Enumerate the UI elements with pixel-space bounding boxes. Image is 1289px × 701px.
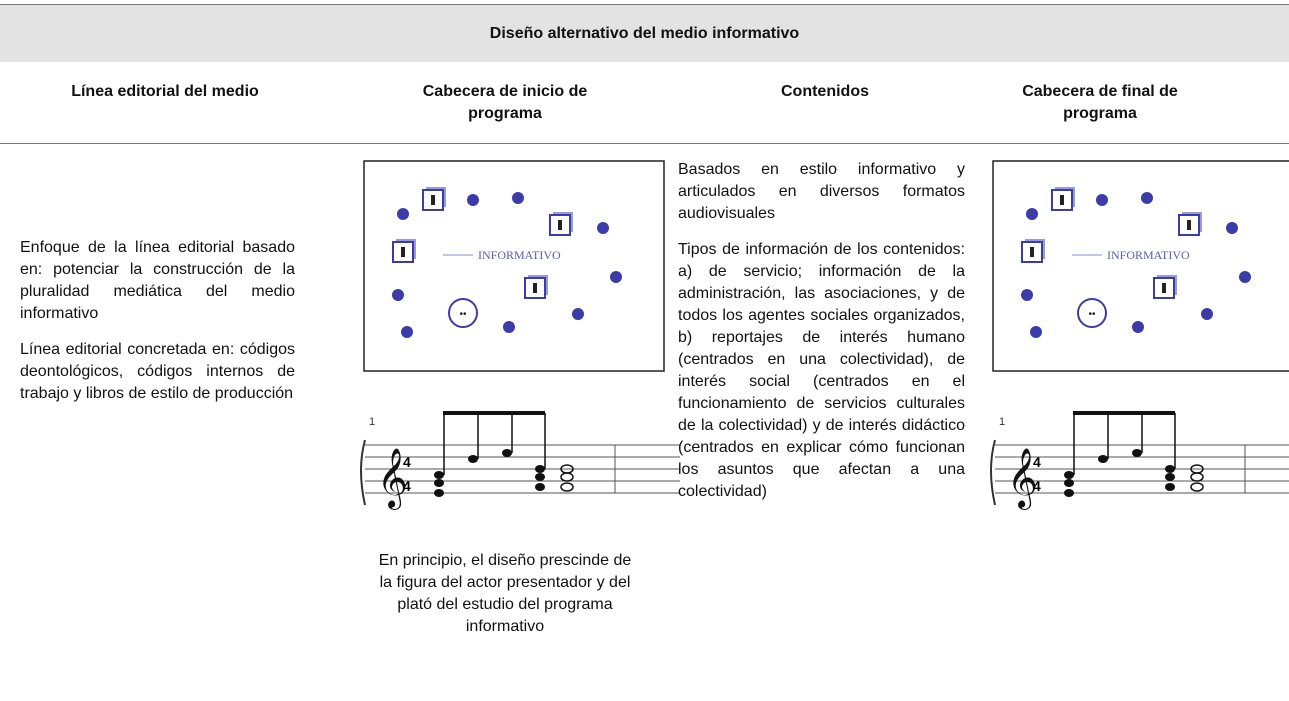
time-sig-bottom: 4 xyxy=(403,478,411,494)
icon-figure xyxy=(1162,283,1166,293)
half-note xyxy=(560,482,574,492)
logo-frame xyxy=(363,160,665,372)
icon-figure xyxy=(1187,220,1191,230)
paragraph: Enfoque de la línea editorial basado en:… xyxy=(20,239,295,322)
paragraph: Tipos de información de los contenidos: … xyxy=(678,241,965,500)
brace xyxy=(990,439,996,506)
time-sig-top: 4 xyxy=(403,454,411,470)
icon xyxy=(392,239,416,263)
note-head xyxy=(434,471,444,479)
icon xyxy=(422,187,446,211)
column-3: Basados en estilo informativo y articula… xyxy=(678,159,965,517)
paragraph: Línea editorial concretada en: códigos d… xyxy=(20,341,295,402)
center-icon xyxy=(448,298,478,328)
title-row: Diseño alternativo del medio informativo xyxy=(0,4,1289,62)
measure-number: 1 xyxy=(999,416,1005,428)
header-rule xyxy=(0,143,1289,144)
logo-text: INFORMATIVO xyxy=(478,248,561,262)
icon xyxy=(1178,212,1202,236)
dot xyxy=(401,326,413,338)
table-title: Diseño alternativo del medio informativo xyxy=(489,25,800,42)
icon xyxy=(1021,239,1045,263)
icon xyxy=(524,275,548,299)
dot xyxy=(397,208,409,220)
note-head xyxy=(1064,471,1074,479)
logo: •• INFORMATIVO xyxy=(363,160,665,372)
music-image: 1 𝄞 4 4 xyxy=(985,405,1289,530)
clef: 𝄞 xyxy=(1007,448,1038,510)
logo-image: •• INFORMATIVO xyxy=(363,160,665,377)
dot xyxy=(512,192,524,204)
dot xyxy=(503,321,515,333)
column-header: Cabecera de inicio de programa xyxy=(422,83,588,122)
dot xyxy=(1201,308,1213,320)
logo-image: •• INFORMATIVO xyxy=(992,160,1289,377)
dot xyxy=(1226,222,1238,234)
column-header: Línea editorial del medio xyxy=(71,83,259,100)
dot xyxy=(467,194,479,206)
icon-figure xyxy=(558,220,562,230)
icon-figure xyxy=(533,283,537,293)
brace xyxy=(360,439,366,506)
note-head xyxy=(535,483,545,491)
dot xyxy=(610,271,622,283)
music: 1 𝄞 4 4 xyxy=(360,411,680,510)
music: 1 𝄞 4 4 xyxy=(990,411,1289,510)
note-head xyxy=(1098,455,1108,463)
note-head xyxy=(1064,479,1074,487)
logo: •• INFORMATIVO xyxy=(992,160,1289,372)
logo-text: INFORMATIVO xyxy=(1107,248,1190,262)
note-head xyxy=(502,449,512,457)
icon xyxy=(549,212,573,236)
dot xyxy=(1239,271,1251,283)
beam xyxy=(443,411,545,415)
note-head xyxy=(1165,465,1175,473)
dot xyxy=(1132,321,1144,333)
column-header: Cabecera de final de programa xyxy=(1022,83,1178,122)
column-header: Contenidos xyxy=(781,83,869,100)
measure-number: 1 xyxy=(369,416,375,428)
time-sig-bottom: 4 xyxy=(1033,478,1041,494)
dot xyxy=(1021,289,1033,301)
column-1: Enfoque de la línea editorial basado en:… xyxy=(20,237,295,419)
note-head xyxy=(535,465,545,473)
icon-figure xyxy=(1060,195,1064,205)
paragraph: Basados en estilo informativo y articula… xyxy=(678,161,965,222)
beam xyxy=(1073,411,1175,415)
logo-frame xyxy=(992,160,1289,372)
dot xyxy=(597,222,609,234)
note-head xyxy=(1165,483,1175,491)
dot xyxy=(1096,194,1108,206)
half-note xyxy=(560,472,574,482)
dot xyxy=(572,308,584,320)
half-note xyxy=(1190,482,1204,492)
half-note xyxy=(1190,472,1204,482)
dot xyxy=(1030,326,1042,338)
note-head xyxy=(1132,449,1142,457)
note-head xyxy=(1064,489,1074,497)
center-mark: •• xyxy=(459,309,467,320)
note-head xyxy=(1165,473,1175,481)
clef: 𝄞 xyxy=(377,448,408,510)
icon xyxy=(1153,275,1177,299)
dot xyxy=(392,289,404,301)
note-head xyxy=(468,455,478,463)
dot xyxy=(1141,192,1153,204)
center-icon xyxy=(1077,298,1107,328)
icon xyxy=(1051,187,1075,211)
time-sig-top: 4 xyxy=(1033,454,1041,470)
note-head xyxy=(434,479,444,487)
icon-figure xyxy=(1030,247,1034,257)
music-image: 1 𝄞 4 4 xyxy=(355,405,685,530)
dot xyxy=(1026,208,1038,220)
note-head xyxy=(434,489,444,497)
center-mark: •• xyxy=(1088,309,1096,320)
icon-figure xyxy=(401,247,405,257)
icon-figure xyxy=(431,195,435,205)
caption: En principio, el diseño prescinde de la … xyxy=(378,552,632,635)
note-head xyxy=(535,473,545,481)
